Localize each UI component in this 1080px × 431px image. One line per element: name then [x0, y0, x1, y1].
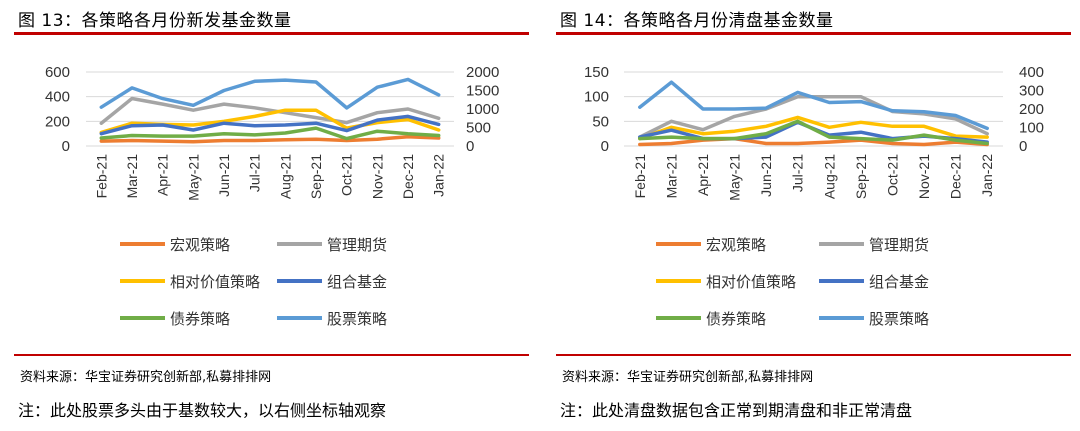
- legend-label: 债券策略: [170, 310, 230, 328]
- x-tick-label: Mar-21: [663, 154, 679, 199]
- y-tick-label: 600: [45, 64, 70, 81]
- series-line: [99, 135, 441, 144]
- x-tick-label: May-21: [185, 154, 201, 201]
- chart-title: 图 14：各策略各月份清盘基金数量: [560, 11, 834, 31]
- footer-rule: [556, 354, 1071, 356]
- y2-tick-label: 500: [466, 120, 491, 137]
- title-rule: [14, 32, 529, 35]
- x-tick-label: Apr-21: [155, 154, 171, 196]
- x-tick-label: Sep-21: [853, 154, 869, 199]
- x-tick-label: Aug-21: [277, 154, 293, 199]
- y-tick-label: 100: [584, 89, 609, 106]
- chart-title: 图 13：各策略各月份新发基金数量: [18, 11, 292, 31]
- x-tick-label: Apr-21: [695, 154, 711, 196]
- title-rule: [556, 32, 1071, 35]
- legend-label: 管理期货: [327, 236, 387, 254]
- legend-label: 股票策略: [327, 310, 387, 328]
- series-line: [99, 114, 441, 136]
- series-line: [638, 136, 989, 147]
- series-line: [638, 119, 989, 146]
- y2-tick-label: 0: [466, 138, 474, 155]
- legend-label: 宏观策略: [170, 236, 230, 254]
- y-tick-label: 150: [584, 64, 609, 81]
- y2-tick-label: 1000: [466, 101, 499, 118]
- x-tick-label: Aug-21: [821, 154, 837, 199]
- series-line: [638, 80, 989, 131]
- x-tick-label: Jun-21: [758, 154, 774, 197]
- x-tick-label: Jun-21: [216, 154, 232, 197]
- x-tick-label: Feb-21: [632, 154, 648, 199]
- x-tick-label: Jan-22: [431, 154, 447, 197]
- y2-tick-label: 200: [1019, 101, 1044, 118]
- y2-tick-label: 100: [1019, 120, 1044, 137]
- legend-label: 组合基金: [327, 273, 387, 291]
- chart-panel-new-funds: 图 13：各策略各月份新发基金数量 0 200 400 600 0 500 1000 1500…: [14, 0, 534, 431]
- y-tick-label: 50: [592, 113, 609, 130]
- y-tick-label: 400: [45, 89, 70, 106]
- legend-label: 组合基金: [869, 273, 929, 291]
- series-line: [99, 126, 441, 141]
- x-tick-label: Oct-21: [884, 154, 900, 196]
- y2-tick-label: 300: [1019, 83, 1044, 100]
- note-text: 注：此处清盘数据包含正常到期清盘和非正常清盘: [560, 401, 913, 420]
- legend-label: 宏观策略: [706, 236, 766, 254]
- x-tick-label: Nov-21: [916, 154, 932, 199]
- x-tick-label: Dec-21: [400, 154, 416, 199]
- legend-label: 债券策略: [706, 310, 766, 328]
- x-tick-label: Jul-21: [247, 154, 263, 192]
- legend-label: 相对价值策略: [706, 273, 796, 291]
- y2-tick-label: 1500: [466, 83, 499, 100]
- y2-tick-label: 2000: [466, 64, 499, 81]
- x-tick-label: Sep-21: [308, 154, 324, 199]
- note-text: 注：此处股票多头由于基数较大，以右侧坐标轴观察: [18, 401, 387, 420]
- x-tick-label: Feb-21: [93, 154, 109, 199]
- source-text: 资料来源：华宝证券研究创新部,私募排排网: [562, 370, 814, 385]
- x-tick-label: Jan-22: [979, 154, 995, 197]
- y-tick-label: 0: [601, 138, 609, 155]
- y-tick-label: 200: [45, 113, 70, 130]
- legend-label: 相对价值策略: [170, 273, 260, 291]
- footer-rule: [14, 354, 529, 356]
- x-tick-label: Dec-21: [948, 154, 964, 199]
- y-tick-label: 0: [62, 138, 70, 155]
- x-tick-label: May-21: [727, 154, 743, 201]
- chart-panel-liquidated-funds: 图 14：各策略各月份清盘基金数量 0 50 100 150 0 100 200 300 400…: [556, 0, 1076, 431]
- y2-tick-label: 0: [1019, 138, 1027, 155]
- source-text: 资料来源：华宝证券研究创新部,私募排排网: [20, 370, 272, 385]
- x-tick-label: Nov-21: [369, 154, 385, 199]
- series-line: [99, 96, 441, 125]
- x-tick-label: Mar-21: [124, 154, 140, 199]
- x-tick-label: Oct-21: [339, 154, 355, 196]
- series-line: [99, 77, 441, 110]
- y2-tick-label: 400: [1019, 64, 1044, 81]
- legend-label: 股票策略: [869, 310, 929, 328]
- x-tick-label: Jul-21: [790, 154, 806, 192]
- series-line: [638, 115, 989, 141]
- legend-label: 管理期货: [869, 236, 929, 254]
